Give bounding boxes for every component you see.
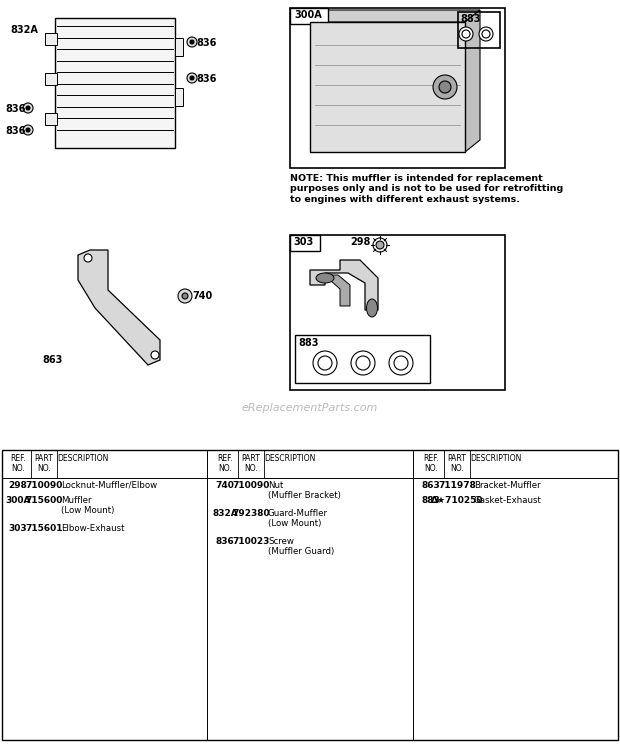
Bar [290,8,505,168]
Text: 863: 863 [42,355,63,365]
Circle shape [318,356,332,370]
Text: 883: 883 [460,14,481,24]
Text: 883: 883 [298,338,319,348]
Text: Muffler
(Low Mount): Muffler (Low Mount) [61,496,114,516]
Circle shape [190,76,194,80]
Text: 300A: 300A [294,10,322,20]
Text: Nut
(Muffler Bracket): Nut (Muffler Bracket) [268,481,341,501]
Polygon shape [310,260,378,310]
Circle shape [26,128,30,132]
Text: 303: 303 [293,237,313,247]
Circle shape [23,125,33,135]
Text: 836: 836 [216,537,234,546]
Circle shape [26,106,30,110]
Bar [175,38,183,56]
Text: PART
NO.: PART NO. [35,454,53,473]
Bar [458,12,500,48]
Circle shape [190,40,194,44]
Circle shape [439,81,451,93]
Bar [2,450,618,740]
Text: NOTE: This muffler is intended for replacement
purposes only and is not to be us: NOTE: This muffler is intended for repla… [290,174,563,204]
Text: DESCRIPTION: DESCRIPTION [471,454,521,463]
Bar [310,22,465,152]
Text: REF.
NO.: REF. NO. [423,454,439,473]
Text: Elbow-Exhaust: Elbow-Exhaust [61,524,125,533]
Circle shape [389,351,413,375]
Polygon shape [310,10,480,22]
Text: 832A: 832A [212,509,238,518]
Circle shape [433,75,457,99]
Text: Δ★710250: Δ★710250 [431,496,483,505]
Text: PART
NO.: PART NO. [242,454,260,473]
Bar [295,335,430,383]
Text: DESCRIPTION: DESCRIPTION [57,454,108,463]
Text: 740: 740 [216,481,234,490]
Bar [55,18,175,148]
Text: Screw
(Muffler Guard): Screw (Muffler Guard) [268,537,334,557]
Circle shape [459,27,473,41]
Circle shape [178,289,192,303]
Circle shape [23,103,33,113]
Text: 710090: 710090 [25,481,63,490]
Text: 883: 883 [422,496,440,505]
Bar [45,73,57,85]
Circle shape [376,241,384,249]
Polygon shape [78,250,160,365]
Ellipse shape [366,299,378,317]
Text: REF.
NO.: REF. NO. [217,454,233,473]
Circle shape [84,254,92,262]
Text: 715600: 715600 [25,496,63,505]
Text: 836: 836 [5,126,25,136]
Text: 300A: 300A [5,496,31,505]
Ellipse shape [316,273,334,283]
Text: 303: 303 [9,524,27,533]
Circle shape [187,37,197,47]
Text: REF.
NO.: REF. NO. [10,454,26,473]
Text: DESCRIPTION: DESCRIPTION [264,454,316,463]
Circle shape [373,238,387,252]
Text: 836: 836 [196,74,216,84]
Circle shape [356,356,370,370]
Bar [175,88,183,106]
Text: Locknut-Muffler/Elbow: Locknut-Muffler/Elbow [61,481,157,490]
Bar [45,33,57,45]
Text: 832A: 832A [10,25,38,35]
Circle shape [313,351,337,375]
Text: 836: 836 [5,104,25,114]
Circle shape [351,351,375,375]
Circle shape [187,73,197,83]
Circle shape [151,351,159,359]
Bar [290,8,328,24]
Circle shape [479,27,493,41]
Text: 740: 740 [192,291,212,301]
Bar [290,235,320,251]
Text: 836: 836 [196,38,216,48]
Circle shape [394,356,408,370]
Text: 715601: 715601 [25,524,63,533]
Text: 710023: 710023 [232,537,270,546]
Text: PART
NO.: PART NO. [448,454,466,473]
Text: 863: 863 [422,481,440,490]
Text: Bracket-Muffler: Bracket-Muffler [474,481,541,490]
Text: 711978: 711978 [438,481,476,490]
Polygon shape [465,10,480,152]
Text: Guard-Muffler
(Low Mount): Guard-Muffler (Low Mount) [268,509,328,528]
Text: eReplacementParts.com: eReplacementParts.com [242,403,378,413]
Polygon shape [318,275,350,306]
Text: 298: 298 [350,237,370,247]
Bar [45,113,57,125]
Text: 710090: 710090 [232,481,270,490]
Text: 298: 298 [9,481,27,490]
Circle shape [462,30,470,38]
Bar [290,235,505,390]
Circle shape [182,293,188,299]
Circle shape [482,30,490,38]
Text: 792380: 792380 [232,509,270,518]
Text: Gasket-Exhaust: Gasket-Exhaust [474,496,542,505]
